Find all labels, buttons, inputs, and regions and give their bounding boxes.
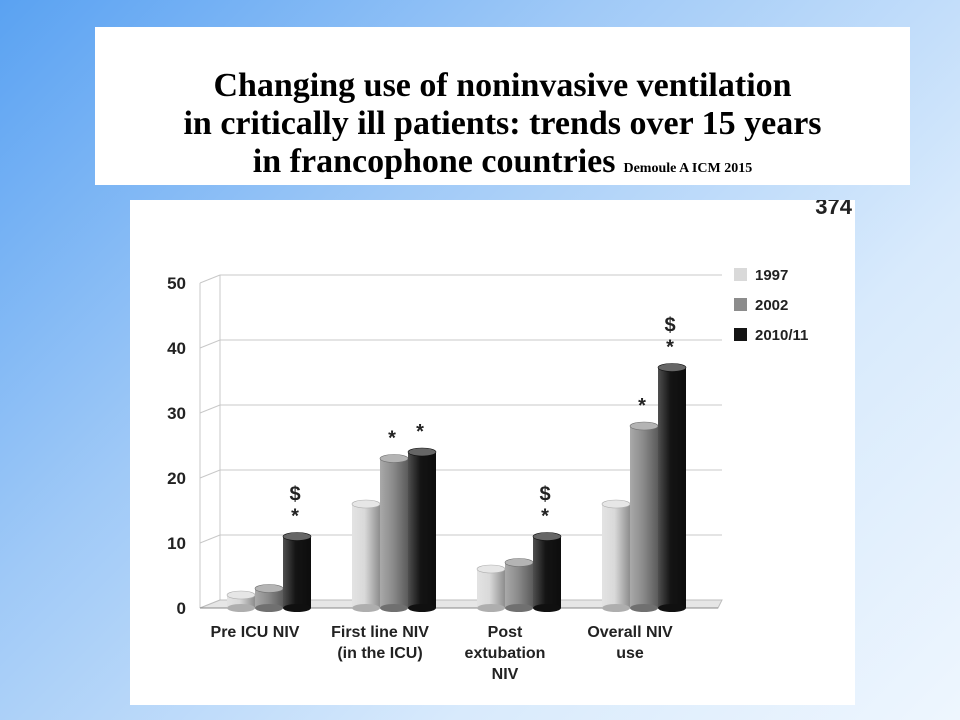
legend-swatch-1997 <box>734 268 747 281</box>
legend-swatch-2010/11 <box>734 328 747 341</box>
bar-cap <box>532 532 562 541</box>
title-line-3: in francophone countries Demoule A ICM 20… <box>95 143 910 188</box>
title-line-3-text: in francophone countries <box>252 143 616 180</box>
citation: Demoule A ICM 2015 <box>623 161 753 176</box>
bar-2002-1 <box>380 458 408 608</box>
bar-2002-2 <box>505 562 533 608</box>
bar-1997-2 <box>477 569 505 608</box>
legend-label: 1997 <box>755 267 788 284</box>
bar-cap <box>476 564 506 574</box>
bar-base <box>283 604 311 612</box>
bar-cap <box>407 447 437 457</box>
bar-base <box>477 604 505 612</box>
y-tick-label: 40 <box>167 339 186 358</box>
legend-swatch-2002 <box>734 298 747 311</box>
y-tick-label: 30 <box>167 404 186 423</box>
bar-cap <box>282 532 312 541</box>
bar-base <box>630 604 658 612</box>
significance-marker: $ <box>289 484 300 506</box>
significance-marker: * <box>666 337 674 359</box>
bar-2010/11-0 <box>283 536 311 608</box>
grid-diagonal <box>199 404 221 414</box>
bar-base <box>352 604 380 612</box>
x-category-label: NIV <box>492 666 519 683</box>
grid-diagonal <box>199 534 221 544</box>
bar-cap <box>657 363 687 372</box>
bar-2010/11-1 <box>408 452 436 608</box>
bar-2010/11-3 <box>658 367 686 608</box>
significance-marker: * <box>416 421 424 443</box>
bar-base <box>533 604 561 612</box>
title-line-1: Changing use of noninvasive ventilation <box>213 67 792 104</box>
significance-marker: * <box>541 506 549 528</box>
significance-marker: * <box>291 506 299 528</box>
title-line-2: in critically ill patients: trends over … <box>183 105 822 142</box>
significance-marker: * <box>388 428 396 450</box>
x-category-label: Post <box>488 624 523 641</box>
bar-base <box>602 604 630 612</box>
bar-2010/11-2 <box>533 536 561 608</box>
grid-diagonal <box>199 339 221 349</box>
y-tick-label: 50 <box>167 274 186 293</box>
bar-2002-3 <box>630 426 658 608</box>
x-category-label: (in the ICU) <box>337 645 422 662</box>
legend-label: 2002 <box>755 297 788 314</box>
bar-base <box>658 604 686 612</box>
bar-cap <box>351 499 381 509</box>
y-tick-label: 10 <box>167 534 186 553</box>
significance-marker: $ <box>664 315 675 337</box>
bar-cap <box>601 499 631 509</box>
x-category-label: Pre ICU NIV <box>211 624 300 641</box>
bar-1997-3 <box>602 504 630 608</box>
bar-cap <box>629 421 659 431</box>
bar-cap <box>504 558 534 567</box>
bar-1997-1 <box>352 504 380 608</box>
title-box: Changing use of noninvasive ventilation … <box>95 27 910 185</box>
x-category-label: use <box>616 645 644 662</box>
y-tick-label: 20 <box>167 469 186 488</box>
bar-base <box>255 604 283 612</box>
bar-base <box>505 604 533 612</box>
bar-base <box>227 604 255 612</box>
significance-marker: $ <box>539 484 550 506</box>
chart-panel: 374 0 10 20 30 40 50 $ * * * $ * * $ * Pre ICU NIV First… <box>130 200 855 705</box>
bar-cap <box>254 584 284 593</box>
x-category-label: First line NIV <box>331 624 429 641</box>
bar-base <box>408 604 436 612</box>
x-category-label: extubation <box>465 645 546 662</box>
bar-cap <box>226 590 256 600</box>
corner-page-number: 374 <box>815 200 852 219</box>
bar-cap <box>379 454 409 463</box>
x-category-label: Overall NIV <box>587 624 673 641</box>
grid-diagonal <box>199 274 221 284</box>
y-tick-label: 0 <box>177 599 186 618</box>
legend-label: 2010/11 <box>755 327 808 344</box>
significance-marker: * <box>638 395 646 417</box>
bar-2002-0 <box>255 588 283 608</box>
bar-base <box>380 604 408 612</box>
grid-diagonal <box>199 469 221 479</box>
